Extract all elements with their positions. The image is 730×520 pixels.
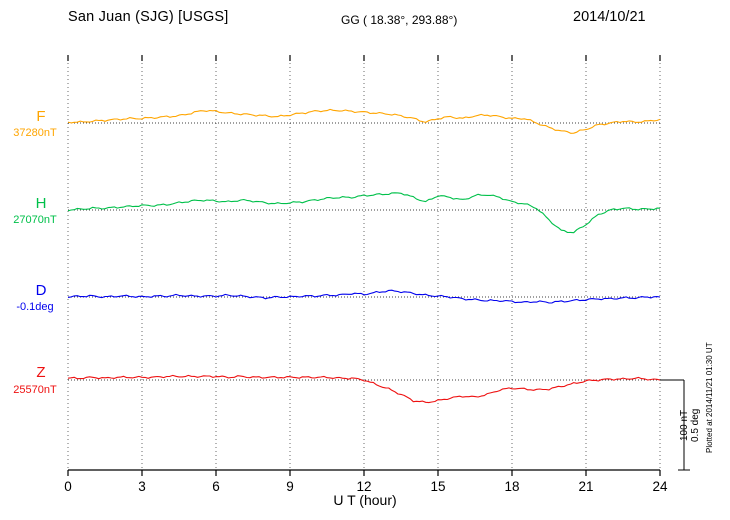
x-tick-label: 24	[652, 479, 668, 494]
station-title: San Juan (SJG) [USGS]	[68, 9, 229, 25]
x-axis-title: U T (hour)	[333, 492, 397, 508]
series-baseline-value-d: -0.1deg	[16, 301, 54, 313]
x-tick-label: 0	[64, 479, 72, 494]
x-tick-label: 9	[286, 479, 294, 494]
series-letter-f: F	[36, 108, 46, 125]
trace-D	[67, 289, 661, 304]
geographic-coords: GG ( 18.38°, 293.88°)	[341, 13, 458, 27]
series-letter-d: D	[35, 282, 47, 299]
plot-date: 2014/10/21	[573, 9, 646, 25]
scale-bar-deg-label: 0.5 deg	[690, 408, 701, 442]
series-letter-z: Z	[36, 364, 46, 381]
gridlines	[67, 55, 661, 470]
series-baseline-value-h: 27070nT	[13, 214, 57, 226]
x-tick-labels: 0 3 6 9 12 15 18 21 24	[64, 479, 668, 494]
series-baseline-value-f: 37280nT	[13, 127, 57, 139]
traces	[67, 108, 661, 404]
x-tick-label: 3	[138, 479, 146, 494]
scale-bar-nt-label: 100 nT	[679, 409, 690, 441]
axes	[67, 55, 690, 476]
trace-F	[67, 108, 661, 134]
trace-H	[67, 192, 661, 234]
x-tick-label: 12	[356, 479, 371, 494]
series-baseline-value-z: 25570nT	[13, 384, 57, 396]
x-tick-label: 15	[430, 479, 445, 494]
x-tick-label: 21	[578, 479, 593, 494]
x-tick-label: 18	[504, 479, 519, 494]
series-letter-h: H	[35, 195, 47, 212]
trace-Z	[67, 374, 661, 404]
x-tick-label: 6	[212, 479, 220, 494]
plotted-at-note: Plotted at 2014/11/21 01:30 UT	[705, 342, 714, 453]
